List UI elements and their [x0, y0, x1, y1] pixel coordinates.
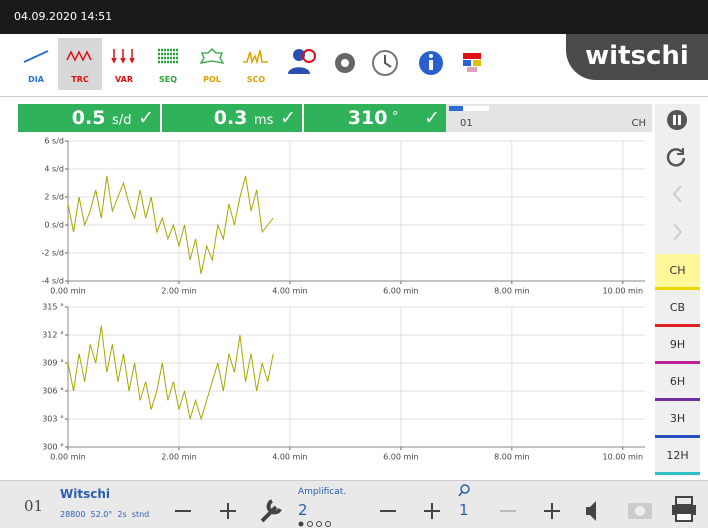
- value: 0.5: [71, 107, 106, 129]
- y-tick-label: 300 °: [42, 443, 64, 452]
- tab-label: VAR: [115, 75, 133, 84]
- x-tick-label: 10.00 min: [603, 287, 644, 296]
- sidebar-icons: [666, 110, 687, 241]
- y-tick-label: 6 s/d: [44, 137, 64, 146]
- toolbar-icons: [288, 49, 481, 76]
- x-tick-label: 8.00 min: [494, 453, 529, 462]
- footer: 01 Witschi 28800 52.0° 2s stnd Amplifica…: [0, 480, 708, 528]
- datetime: 04.09.2020 14:51: [14, 10, 113, 23]
- channel: 01: [24, 497, 44, 515]
- footer-icons: [175, 484, 696, 527]
- x-tick-label: 6.00 min: [383, 287, 418, 296]
- check: ✓: [424, 107, 440, 129]
- unit: s/d: [112, 113, 132, 128]
- y-tick-label: -2 s/d: [42, 249, 64, 258]
- x-tick-label: 0.00 min: [50, 287, 85, 296]
- x-tick-label: 8.00 min: [494, 287, 529, 296]
- tab-var[interactable]: VAR: [102, 38, 146, 90]
- value: 310: [347, 107, 388, 129]
- tab-label: DIA: [28, 75, 44, 84]
- plot-area: [68, 141, 645, 281]
- x-tick-label: 6.00 min: [383, 453, 418, 462]
- tab-trc[interactable]: TRC: [58, 38, 102, 90]
- y-tick-label: 2 s/d: [44, 193, 64, 202]
- plot-area: [68, 307, 645, 447]
- position: CH: [631, 118, 646, 129]
- tab-seq[interactable]: SEQ: [146, 38, 190, 90]
- y-tick-label: 0 s/d: [44, 221, 64, 230]
- tab-label: POL: [203, 75, 221, 84]
- trace: [67, 175, 274, 275]
- amplification-label: Amplificat.: [298, 487, 347, 497]
- watch-name: Witschi: [60, 487, 110, 501]
- tab-dia[interactable]: DIA: [14, 38, 58, 90]
- beat-error-readout: 0.3 ms ✓: [162, 104, 302, 132]
- y-tick-label: -4 s/d: [42, 277, 64, 286]
- position-button[interactable]: CH: [655, 254, 700, 290]
- status-bar: 04.09.2020 14:51: [0, 0, 708, 34]
- logo: witschi: [566, 34, 708, 80]
- y-tick-label: 306 °: [42, 387, 64, 396]
- position-button[interactable]: CB: [655, 291, 700, 327]
- channel-header: 01 CH: [446, 104, 652, 132]
- y-tick-label: 312 °: [42, 331, 64, 340]
- value: 0.3: [213, 107, 248, 129]
- x-tick-label: 4.00 min: [272, 287, 307, 296]
- x-tick-label: 0.00 min: [50, 453, 85, 462]
- x-tick-label: 4.00 min: [272, 453, 307, 462]
- position-button[interactable]: 9H: [655, 328, 700, 364]
- x-tick-label: 2.00 min: [161, 287, 196, 296]
- position-button[interactable]: 12H: [655, 439, 700, 475]
- x-tick-label: 2.00 min: [161, 453, 196, 462]
- unit: °: [392, 110, 399, 125]
- rate-readout: 0.5 s/d ✓: [18, 104, 160, 132]
- y-tick-label: 315 °: [42, 303, 64, 312]
- x-tick-label: 10.00 min: [603, 453, 644, 462]
- watch-settings: 28800 52.0° 2s stnd: [60, 510, 150, 519]
- trace: [67, 325, 274, 421]
- sidebar: CH CB 9H 6H 3H 12H: [655, 104, 700, 476]
- amplitude-readout: 310 ° ✓: [304, 104, 446, 132]
- tab-pol[interactable]: POL: [190, 38, 234, 90]
- channel: 01: [460, 118, 473, 129]
- tab-sco[interactable]: SCO: [234, 38, 278, 90]
- tab-label: TRC: [71, 75, 89, 84]
- tab-label: SEQ: [158, 75, 178, 84]
- tab-label: SCO: [246, 75, 266, 84]
- level-bar: [449, 106, 489, 111]
- y-tick-label: 309 °: [42, 359, 64, 368]
- position-button[interactable]: 3H: [655, 402, 700, 438]
- y-tick-label: 4 s/d: [44, 165, 64, 174]
- unit: ms: [254, 113, 274, 128]
- y-tick-label: 303 °: [42, 415, 64, 424]
- sensitivity: 1: [459, 501, 469, 519]
- toolbar: DIA TRC VAR SEQ POL SCO: [0, 34, 708, 97]
- amplification: 2: [298, 501, 308, 519]
- check: ✓: [280, 107, 296, 129]
- check: ✓: [138, 107, 154, 129]
- position-button[interactable]: 6H: [655, 365, 700, 401]
